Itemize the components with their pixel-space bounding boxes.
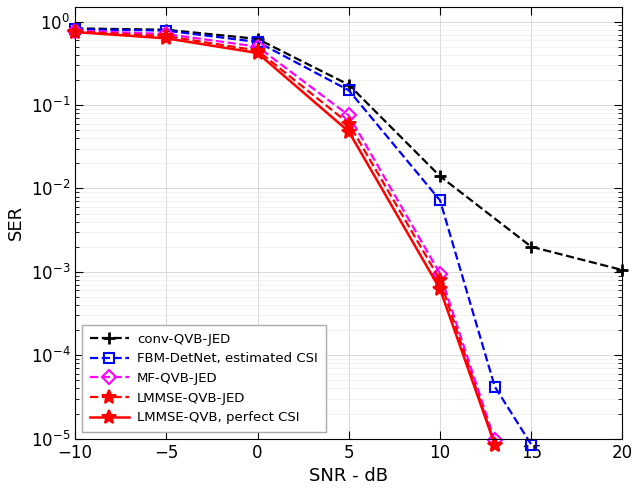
Line: FBM-DetNet, estimated CSI: FBM-DetNet, estimated CSI: [70, 25, 536, 449]
conv-QVB-JED: [345, 82, 353, 88]
MF-QVB-JED: [345, 113, 353, 119]
conv-QVB-JED: [163, 27, 170, 32]
FBM-DetNet, estimated CSI: [527, 442, 535, 448]
MF-QVB-JED: [436, 271, 444, 277]
LMMSE-QVB, perfect CSI: [436, 286, 444, 292]
LMMSE-QVB, perfect CSI: [253, 50, 261, 56]
conv-QVB-JED: [253, 36, 261, 42]
MF-QVB-JED: [253, 44, 261, 50]
LMMSE-QVB, perfect CSI: [345, 129, 353, 135]
conv-QVB-JED: [436, 173, 444, 179]
LMMSE-QVB-JED: [163, 33, 170, 39]
Legend: conv-QVB-JED, FBM-DetNet, estimated CSI, MF-QVB-JED, LMMSE-QVB-JED, LMMSE-QVB, p: conv-QVB-JED, FBM-DetNet, estimated CSI,…: [82, 325, 326, 432]
MF-QVB-JED: [71, 28, 79, 33]
LMMSE-QVB-JED: [71, 29, 79, 34]
conv-QVB-JED: [71, 26, 79, 31]
LMMSE-QVB-JED: [345, 121, 353, 126]
Line: conv-QVB-JED: conv-QVB-JED: [69, 22, 628, 277]
conv-QVB-JED: [527, 244, 535, 249]
LMMSE-QVB-JED: [436, 277, 444, 283]
LMMSE-QVB, perfect CSI: [491, 442, 499, 448]
MF-QVB-JED: [163, 31, 170, 37]
conv-QVB-JED: [619, 267, 627, 273]
Y-axis label: SER: SER: [7, 205, 25, 241]
X-axis label: SNR - dB: SNR - dB: [309, 467, 388, 485]
LMMSE-QVB-JED: [253, 48, 261, 54]
Line: LMMSE-QVB-JED: LMMSE-QVB-JED: [68, 25, 502, 452]
FBM-DetNet, estimated CSI: [253, 39, 261, 45]
FBM-DetNet, estimated CSI: [71, 26, 79, 32]
MF-QVB-JED: [491, 437, 499, 443]
FBM-DetNet, estimated CSI: [163, 28, 170, 33]
LMMSE-QVB, perfect CSI: [163, 35, 170, 41]
LMMSE-QVB, perfect CSI: [71, 29, 79, 35]
Line: MF-QVB-JED: MF-QVB-JED: [70, 26, 500, 445]
FBM-DetNet, estimated CSI: [491, 384, 499, 390]
Line: LMMSE-QVB, perfect CSI: LMMSE-QVB, perfect CSI: [68, 25, 502, 452]
FBM-DetNet, estimated CSI: [436, 197, 444, 203]
LMMSE-QVB-JED: [491, 442, 499, 448]
FBM-DetNet, estimated CSI: [345, 88, 353, 93]
